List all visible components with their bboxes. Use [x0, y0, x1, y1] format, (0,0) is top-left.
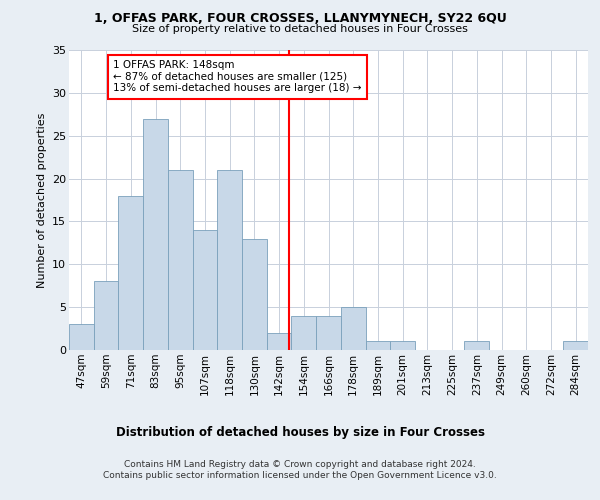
Bar	[193, 230, 217, 350]
Bar	[365, 342, 390, 350]
Bar	[143, 118, 168, 350]
Text: Distribution of detached houses by size in Four Crosses: Distribution of detached houses by size …	[115, 426, 485, 439]
Bar	[217, 170, 242, 350]
Bar	[563, 342, 588, 350]
Bar	[242, 238, 267, 350]
Bar	[316, 316, 341, 350]
Bar	[341, 307, 365, 350]
Bar	[464, 342, 489, 350]
Text: 1, OFFAS PARK, FOUR CROSSES, LLANYMYNECH, SY22 6QU: 1, OFFAS PARK, FOUR CROSSES, LLANYMYNECH…	[94, 12, 506, 26]
Bar	[292, 316, 316, 350]
Bar	[94, 282, 118, 350]
Bar	[69, 324, 94, 350]
Y-axis label: Number of detached properties: Number of detached properties	[37, 112, 47, 288]
Bar	[267, 333, 292, 350]
Text: Size of property relative to detached houses in Four Crosses: Size of property relative to detached ho…	[132, 24, 468, 34]
Text: 1 OFFAS PARK: 148sqm
← 87% of detached houses are smaller (125)
13% of semi-deta: 1 OFFAS PARK: 148sqm ← 87% of detached h…	[113, 60, 362, 94]
Bar	[168, 170, 193, 350]
Bar	[390, 342, 415, 350]
Text: Contains HM Land Registry data © Crown copyright and database right 2024.
Contai: Contains HM Land Registry data © Crown c…	[103, 460, 497, 479]
Bar	[118, 196, 143, 350]
